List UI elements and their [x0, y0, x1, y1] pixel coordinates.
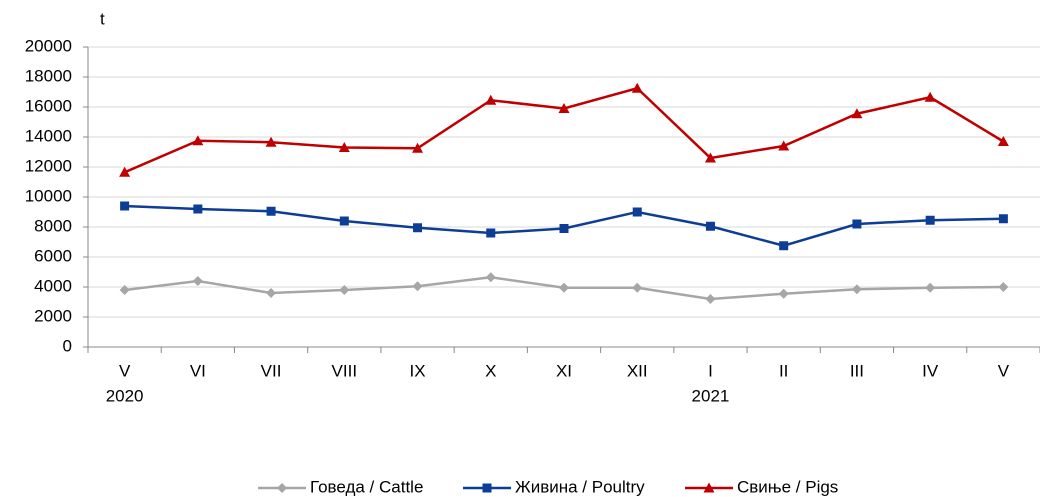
series-line	[124, 86, 1005, 174]
marker	[193, 204, 203, 214]
x-tick-label: IV	[922, 361, 939, 380]
x-tick-label: III	[850, 361, 864, 380]
marker	[851, 284, 862, 295]
legend-item: Живина / Poultry	[463, 477, 645, 496]
legend-label: Живина / Poultry	[515, 477, 645, 496]
y-tick-label: 18000	[25, 66, 72, 85]
year-label: 2021	[692, 386, 730, 405]
x-tick-label: VI	[190, 361, 206, 380]
marker	[485, 94, 497, 105]
x-tick-label: XI	[556, 361, 572, 380]
x-tick-label: IX	[410, 361, 426, 380]
marker	[338, 142, 350, 152]
y-tick-label: 14000	[25, 126, 72, 145]
marker	[119, 166, 131, 177]
marker	[192, 135, 204, 146]
marker	[413, 223, 423, 233]
y-tick-label: 2000	[34, 306, 72, 325]
marker	[559, 282, 569, 293]
x-tick-label: VII	[261, 361, 282, 380]
marker	[412, 281, 423, 292]
marker	[705, 294, 716, 304]
marker	[998, 282, 1009, 292]
marker	[192, 276, 203, 286]
marker	[482, 483, 492, 493]
x-tick-label: X	[485, 361, 496, 380]
x-tick-label: VIII	[332, 361, 358, 380]
marker	[925, 282, 936, 293]
x-tick-label: V	[119, 361, 131, 380]
y-tick-label: 8000	[34, 216, 72, 235]
marker	[998, 214, 1008, 224]
x-tick-label: II	[779, 361, 788, 380]
marker	[852, 219, 862, 229]
marker	[265, 136, 277, 147]
marker	[485, 272, 496, 283]
y-axis-label: t	[100, 9, 105, 28]
marker	[120, 201, 130, 211]
marker	[704, 152, 716, 163]
marker	[778, 140, 790, 151]
y-tick-label: 6000	[34, 246, 72, 265]
marker	[778, 288, 789, 299]
marker	[631, 82, 643, 93]
marker	[339, 216, 349, 226]
marker	[632, 282, 643, 293]
y-tick-label: 10000	[25, 186, 72, 205]
marker	[997, 136, 1009, 146]
marker	[266, 206, 276, 216]
y-tick-label: 4000	[34, 276, 72, 295]
marker	[925, 215, 935, 225]
marker	[339, 285, 350, 295]
y-tick-label: 16000	[25, 96, 72, 115]
legend-label: Свиње / Pigs	[737, 477, 838, 496]
y-tick-label: 20000	[25, 36, 72, 55]
y-tick-label: 0	[63, 336, 72, 355]
marker	[779, 241, 789, 251]
legend-item: Говеда / Cattle	[258, 477, 423, 496]
legend-label: Говеда / Cattle	[310, 477, 423, 496]
marker	[266, 288, 277, 298]
marker	[486, 228, 496, 238]
year-label: 2020	[106, 386, 144, 405]
marker	[412, 142, 424, 153]
y-tick-label: 12000	[25, 156, 72, 175]
marker	[558, 103, 570, 113]
marker	[703, 482, 715, 493]
marker	[705, 221, 715, 231]
marker	[851, 108, 863, 119]
marker	[277, 483, 287, 493]
marker	[924, 91, 936, 102]
marker	[559, 224, 569, 233]
x-tick-label: V	[998, 361, 1010, 380]
x-tick-label: I	[708, 361, 713, 380]
legend-item: Свиње / Pigs	[685, 477, 838, 496]
marker	[632, 207, 642, 217]
x-tick-label: XII	[627, 361, 648, 380]
marker	[119, 285, 130, 295]
